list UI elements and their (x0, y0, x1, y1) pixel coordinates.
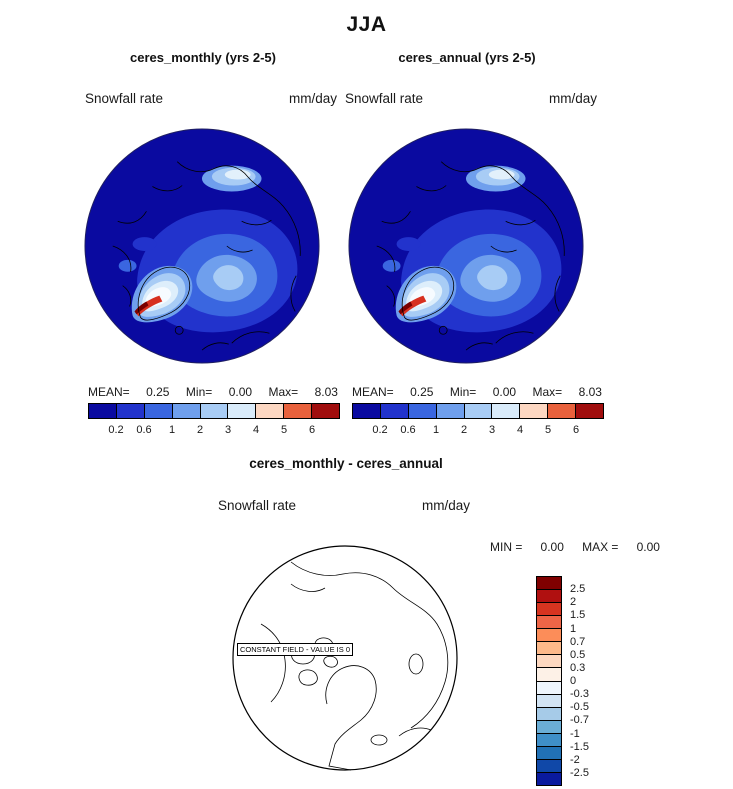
label-row-monthly: Snowfall rate mm/day (85, 91, 337, 106)
colorbar-ticks-ceres-annual: 0.2 0.6 1 2 3 4 5 6 (372, 424, 580, 436)
min-label: Min= (449, 385, 477, 399)
colorbar-ticks-difference: 2.5 2 1.5 1 0.7 0.5 0.3 0 -0.3 -0.5 -0.7 -1 -1.5 -2 -2… (570, 583, 589, 779)
mean-label: MEAN= (352, 385, 394, 399)
units-label-monthly: mm/day (288, 91, 337, 106)
field-label-difference: Snowfall rate (218, 498, 297, 513)
stats-ceres-annual: MEAN= 0.25 Min= 0.00 Max= 8.03 (352, 385, 602, 399)
min-value: 0.00 (540, 540, 564, 554)
min-value: 0.00 (228, 385, 253, 399)
stats-difference: MIN = 0.00 MAX = 0.00 (490, 540, 660, 554)
min-value: 0.00 (492, 385, 517, 399)
constant-field-note: CONSTANT FIELD - VALUE IS 0 (237, 643, 353, 656)
stats-ceres-monthly: MEAN= 0.25 Min= 0.00 Max= 8.03 (88, 385, 338, 399)
mean-value: 0.25 (410, 385, 434, 399)
max-label: Max= (532, 385, 563, 399)
label-row-difference: Snowfall rate mm/day (218, 498, 470, 513)
max-value: 8.03 (314, 385, 338, 399)
field-label-monthly: Snowfall rate (85, 91, 164, 106)
panel-title-ceres-annual: ceres_annual (yrs 2-5) (398, 50, 536, 65)
units-label-annual: mm/day (548, 91, 597, 106)
min-label: Min= (185, 385, 213, 399)
map-ceres-monthly (84, 128, 320, 364)
panel-title-difference: ceres_monthly - ceres_annual (249, 456, 443, 471)
units-label-difference: mm/day (421, 498, 470, 513)
figure-title: JJA (346, 13, 387, 36)
field-label-annual: Snowfall rate (345, 91, 424, 106)
max-value: 8.03 (578, 385, 602, 399)
colorbar-ceres-annual (352, 403, 604, 419)
mean-label: MEAN= (88, 385, 130, 399)
label-row-annual: Snowfall rate mm/day (345, 91, 597, 106)
mean-value: 0.25 (146, 385, 170, 399)
colorbar-difference (536, 576, 562, 786)
max-label: Max= (268, 385, 299, 399)
map-difference (232, 545, 458, 771)
colorbar-ceres-monthly (88, 403, 340, 419)
max-value: 0.00 (636, 540, 660, 554)
min-label: MIN = (490, 540, 523, 554)
map-ceres-annual (348, 128, 584, 364)
max-label: MAX = (582, 540, 619, 554)
panel-title-ceres-monthly: ceres_monthly (yrs 2-5) (130, 50, 276, 65)
colorbar-ticks-ceres-monthly: 0.2 0.6 1 2 3 4 5 6 (108, 424, 316, 436)
